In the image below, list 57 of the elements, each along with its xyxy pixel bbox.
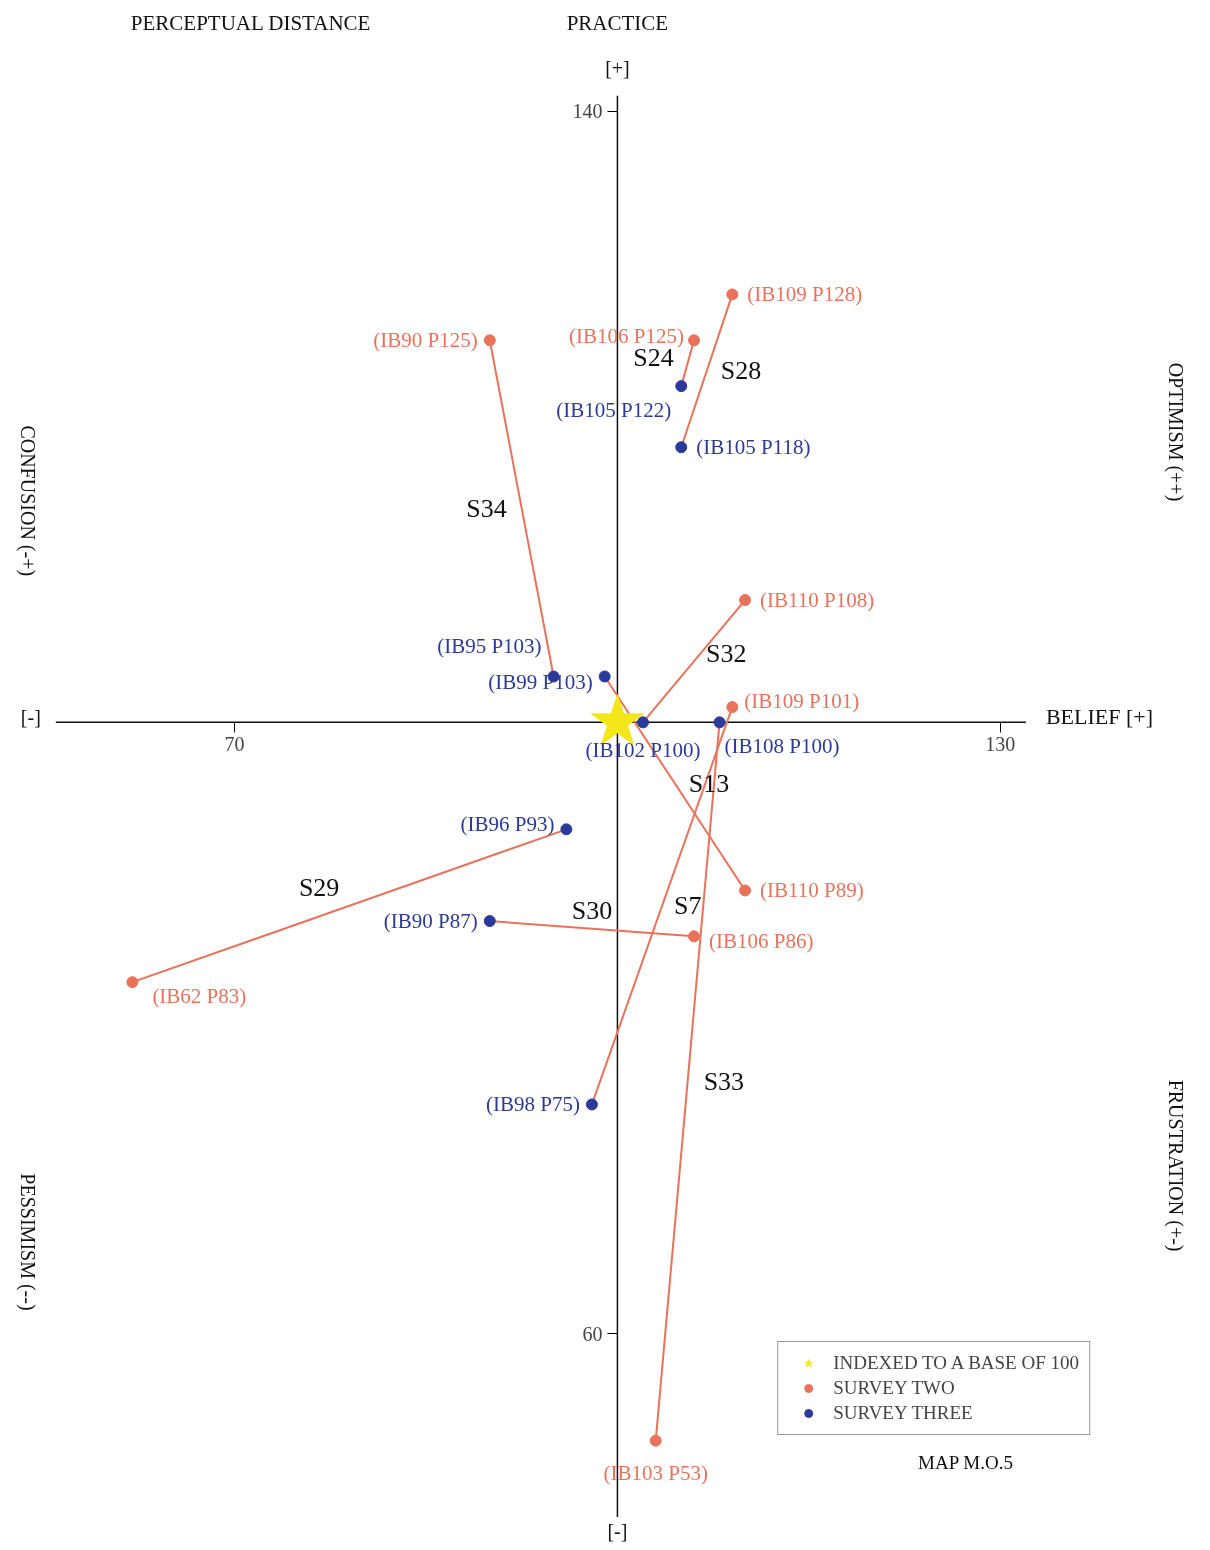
data-label: (IB110 P89) — [760, 878, 864, 903]
text: [+] — [605, 56, 630, 79]
text: CONFUSION (-+) — [15, 425, 39, 577]
point — [726, 288, 739, 301]
text: OPTIMISM (++) — [1163, 362, 1187, 502]
x-tick-label: 130 — [985, 733, 1016, 756]
data-label: (IB109 P101) — [744, 689, 860, 714]
data-label: (IB90 P125) — [373, 328, 478, 353]
series-label: S32 — [706, 638, 747, 668]
point — [483, 915, 496, 928]
text: PESSIMISM (--) — [15, 1173, 39, 1311]
x-axis-title: BELIEF [+] — [1045, 703, 1154, 729]
text: FRUSTRATION (+-) — [1163, 1079, 1187, 1252]
text: [-] — [607, 1520, 628, 1543]
series-label: S34 — [466, 493, 507, 523]
data-label: (IB105 P118) — [696, 435, 811, 460]
data-label: (IB108 P100) — [724, 734, 840, 759]
point — [675, 441, 688, 454]
point — [739, 884, 752, 897]
data-label: (IB96 P93) — [460, 812, 555, 837]
annotation: MAP M.O.5 — [918, 1451, 1013, 1473]
point — [726, 701, 739, 714]
legend-label: SURVEY THREE — [833, 1402, 973, 1424]
point — [688, 334, 701, 347]
data-label: (IB106 P86) — [709, 929, 814, 954]
point — [675, 380, 688, 393]
series-label: S30 — [571, 896, 613, 926]
data-label: (IB109 P128) — [747, 282, 863, 307]
series-label: S33 — [703, 1067, 745, 1096]
series-label: S24 — [633, 342, 674, 372]
data-label: (IB90 P87) — [383, 909, 478, 934]
legend-label: SURVEY TWO — [833, 1377, 955, 1399]
data-label: (IB105 P122) — [556, 398, 672, 423]
point — [636, 716, 649, 729]
point — [713, 716, 726, 729]
y-tick-label: 60 — [582, 1322, 603, 1345]
y-axis-title: PRACTICE — [566, 10, 669, 35]
series-label: S28 — [720, 356, 762, 386]
data-label: (IB95 P103) — [437, 634, 542, 659]
point — [739, 594, 752, 607]
series-label: S7 — [674, 891, 702, 921]
y-tick-label: 140 — [572, 100, 603, 123]
series-label: S29 — [298, 873, 340, 903]
point — [688, 930, 701, 943]
x-tick-label: 70 — [224, 733, 245, 756]
chart-title: PERCEPTUAL DISTANCE — [130, 10, 371, 35]
point — [649, 1434, 662, 1447]
point — [560, 823, 573, 836]
data-label: (IB62 P83) — [152, 984, 247, 1009]
point — [126, 976, 139, 989]
data-label: (IB110 P108) — [760, 588, 875, 613]
point — [598, 670, 611, 683]
legend-label: INDEXED TO A BASE OF 100 — [833, 1352, 1079, 1374]
point — [585, 1098, 598, 1111]
data-label: (IB98 P75) — [485, 1092, 580, 1117]
text: [-] — [20, 706, 41, 729]
point — [483, 334, 496, 347]
